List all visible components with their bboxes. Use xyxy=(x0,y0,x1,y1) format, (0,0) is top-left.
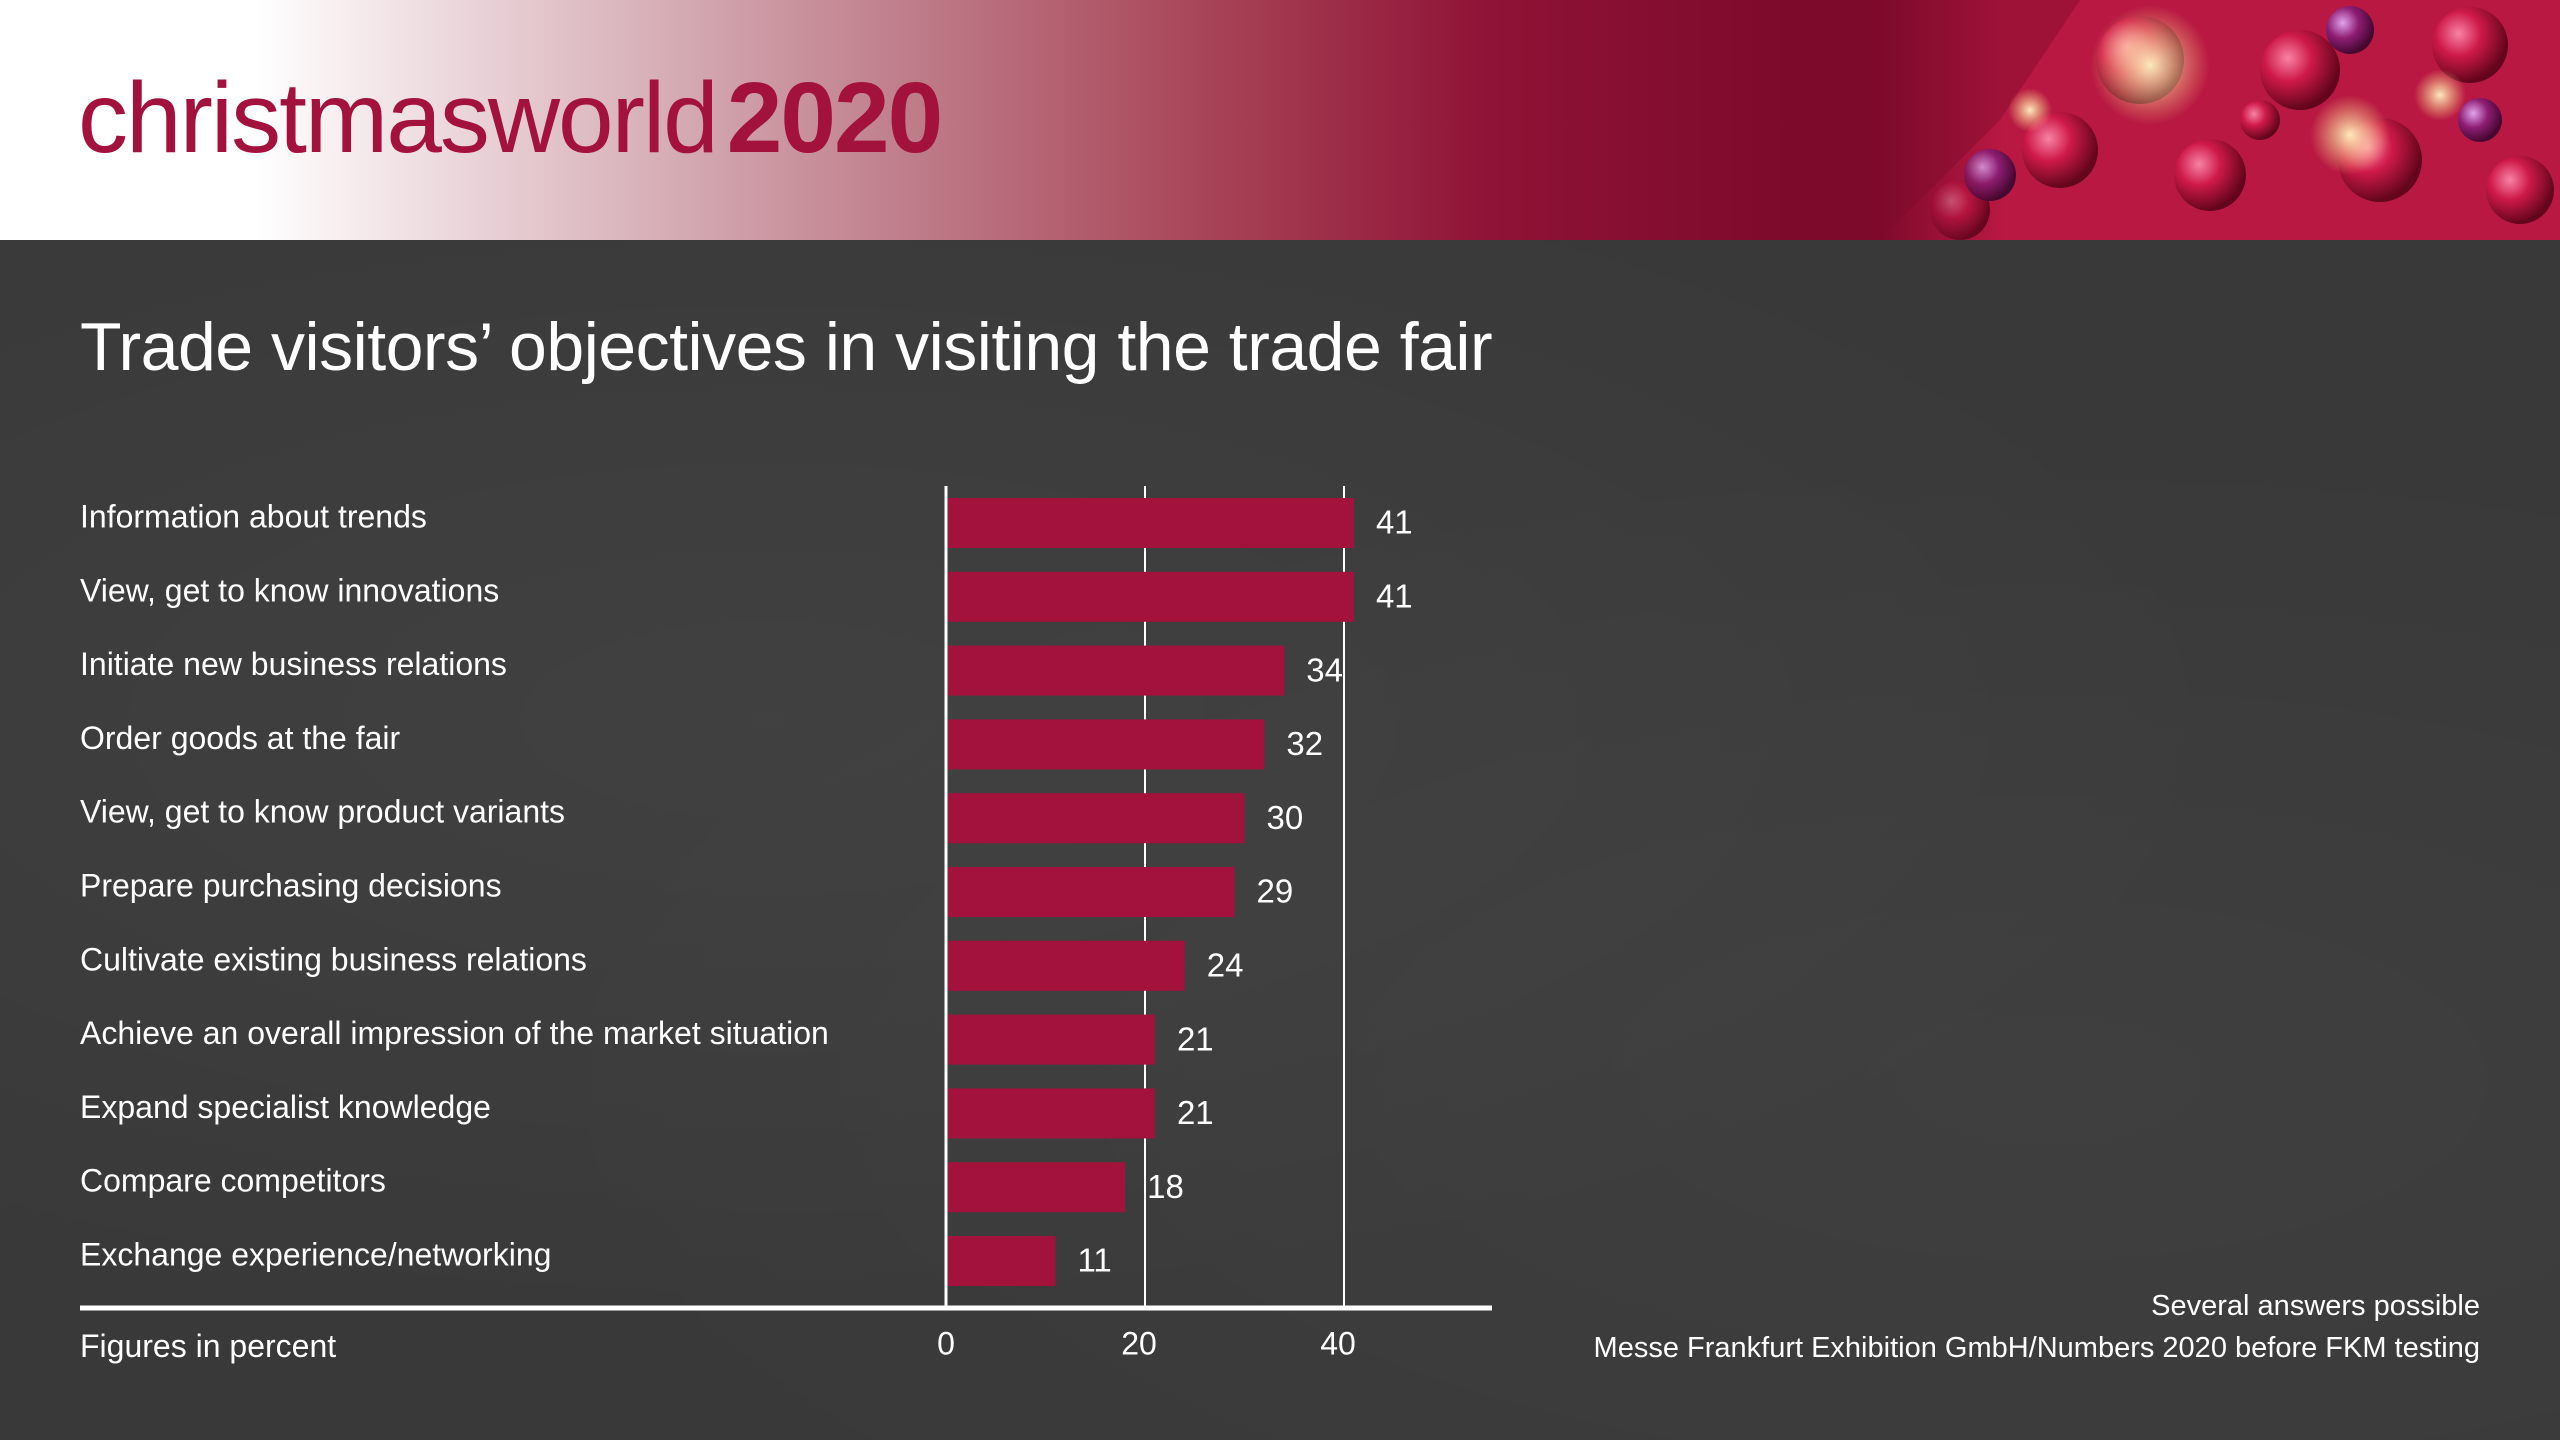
brand-name: christmasworld xyxy=(78,62,719,174)
value-label-8: 21 xyxy=(1177,1020,1214,1057)
category-label-1: Information about trends xyxy=(80,498,427,534)
bar-6 xyxy=(948,867,1235,917)
category-label-2: View, get to know innovations xyxy=(80,572,499,608)
chalkboard-background xyxy=(0,240,2560,1440)
bar-3 xyxy=(948,645,1285,696)
category-label-8: Achieve an overall impression of the mar… xyxy=(80,1015,829,1051)
bar-1 xyxy=(948,498,1354,548)
value-label-11: 11 xyxy=(1077,1242,1111,1279)
value-label-3: 34 xyxy=(1306,651,1343,688)
christmas-ornaments-image xyxy=(1880,0,2560,240)
brand-year: 2020 xyxy=(726,62,943,174)
category-label-10: Compare competitors xyxy=(80,1163,386,1199)
category-labels: Information about trends View, get to kno… xyxy=(80,498,829,1272)
footnote-answers: Several answers possible xyxy=(2151,1290,2480,1322)
x-tick-label-40: 40 xyxy=(1320,1325,1356,1361)
bar-4 xyxy=(948,719,1265,770)
category-label-11: Exchange experience/networking xyxy=(80,1236,551,1272)
value-label-7: 24 xyxy=(1207,947,1244,984)
bar-9 xyxy=(948,1088,1155,1139)
value-labels: 41 41 34 32 30 29 24 21 21 18 11 xyxy=(1077,504,1412,1279)
value-label-5: 30 xyxy=(1267,799,1304,836)
value-label-9: 21 xyxy=(1177,1094,1214,1131)
brand-logo: christmasworld 2020 xyxy=(78,58,943,178)
value-label-4: 32 xyxy=(1286,725,1323,762)
header-banner: christmasworld 2020 xyxy=(0,0,2560,240)
footnote-source: Messe Frankfurt Exhibition GmbH/Numbers … xyxy=(1593,1332,2480,1364)
bar-5 xyxy=(948,793,1245,844)
bars xyxy=(948,498,1354,1286)
x-axis: 0 20 40 xyxy=(80,1305,1492,1361)
bar-11 xyxy=(948,1236,1056,1286)
category-label-5: View, get to know product variants xyxy=(80,794,565,830)
value-label-6: 29 xyxy=(1257,873,1294,910)
bar-10 xyxy=(948,1162,1126,1213)
category-label-9: Expand specialist knowledge xyxy=(80,1089,491,1125)
value-label-10: 18 xyxy=(1147,1168,1184,1205)
category-label-6: Prepare purchasing decisions xyxy=(80,867,502,903)
value-label-1: 41 xyxy=(1376,504,1413,541)
x-tick-label-20: 20 xyxy=(1121,1325,1157,1361)
bar-2 xyxy=(948,571,1354,622)
bar-7 xyxy=(948,940,1185,991)
x-axis-title: Figures in percent xyxy=(80,1328,337,1364)
bar-8 xyxy=(948,1014,1155,1065)
x-tick-label-0: 0 xyxy=(937,1325,955,1361)
chart-title: Trade visitors’ objectives in visiting t… xyxy=(80,309,1493,385)
value-label-2: 41 xyxy=(1376,578,1413,615)
category-label-7: Cultivate existing business relations xyxy=(80,941,587,977)
category-label-4: Order goods at the fair xyxy=(80,720,401,756)
category-label-3: Initiate new business relations xyxy=(80,646,507,682)
